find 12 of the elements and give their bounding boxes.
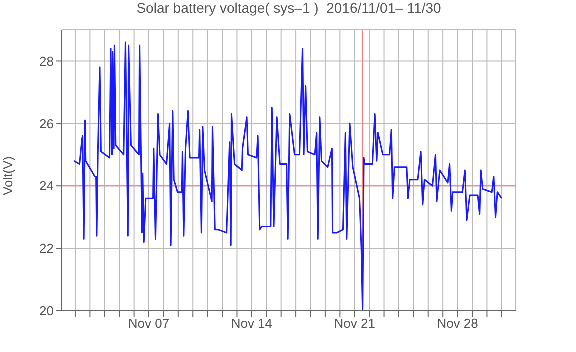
x-tick-label: Nov 21	[334, 316, 376, 332]
y-tick-label: 24	[40, 178, 54, 194]
line-series	[74, 42, 503, 311]
y-tick-label: 22	[40, 241, 54, 256]
x-tick-label: Nov 07	[128, 316, 170, 332]
chart-title: Solar battery voltage( sys–1 ) 2016/11/01– 11/30	[136, 0, 442, 16]
y-tick-label: 20	[40, 304, 54, 319]
x-tick-label: Nov 28	[437, 316, 478, 332]
y-axis-title: Volt(V)	[0, 156, 16, 196]
y-tick-label: 26	[40, 116, 54, 132]
y-tick-label: 28	[40, 54, 54, 69]
x-tick-label: Nov 14	[231, 316, 273, 332]
